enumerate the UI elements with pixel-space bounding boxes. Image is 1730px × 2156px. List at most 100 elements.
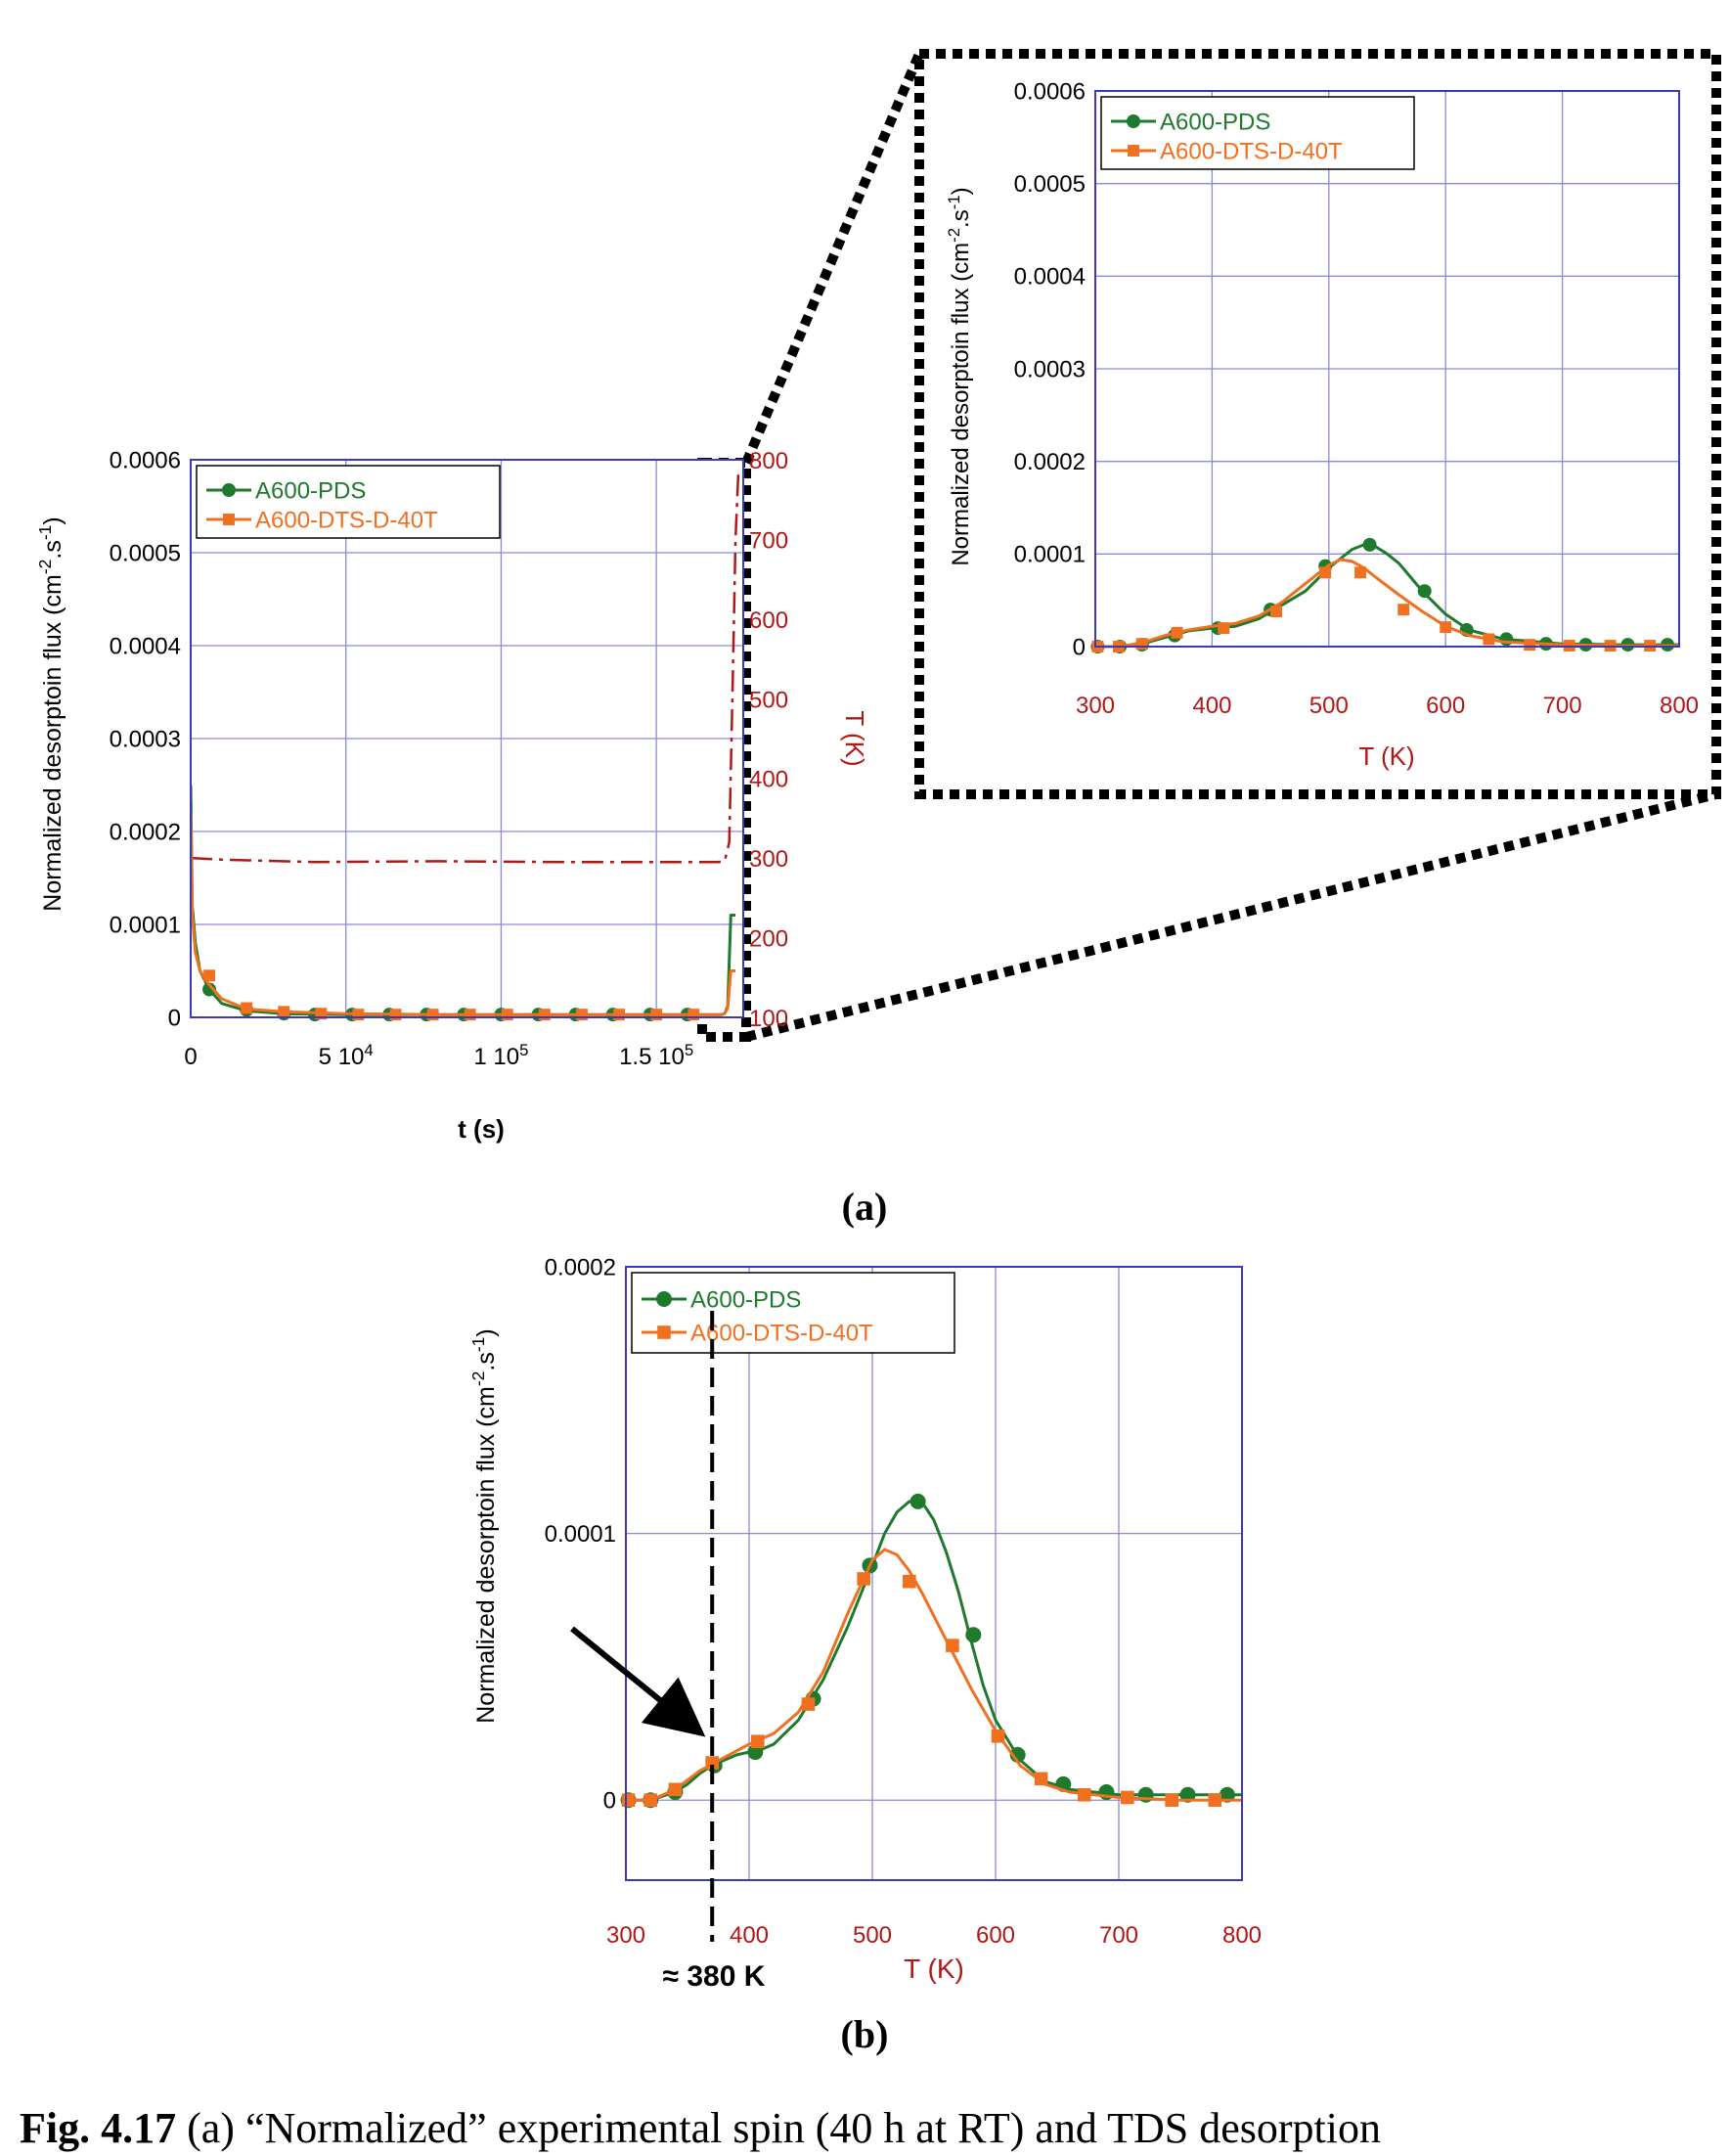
point-A600-DTS-D-40T: [946, 1639, 959, 1652]
point-A600-DTS-D-40T: [1483, 633, 1495, 646]
point-A600-DTS-D-40T: [1397, 604, 1410, 616]
legend-box: [1100, 96, 1415, 170]
y-tick-label: 0.0004: [110, 633, 181, 659]
legend-marker: [656, 1291, 672, 1307]
legend-label: A600-PDS: [1160, 110, 1270, 136]
figure-caption: Fig. 4.17 (a) “Normalized” experimental …: [20, 2103, 1721, 2156]
y-tick-label: 0.0001: [110, 912, 181, 938]
point-A600-DTS-D-40T: [705, 1756, 719, 1770]
chart-a-inset: 0 0.0001 0.0002 0.0003 0.0004 0.0005 0.0006 300…: [945, 78, 1700, 771]
legend-marker: [1128, 145, 1139, 157]
annotation-label: ≈ 380 K: [663, 1960, 766, 1993]
y2-tick-label: 300: [749, 846, 788, 873]
x-tick-label: 5 104: [319, 1041, 374, 1071]
y-tick-label: 0.0006: [110, 447, 181, 473]
point-A600-DTS-D-40T: [613, 1009, 625, 1021]
point-A600-DTS-D-40T: [1524, 639, 1536, 651]
x-tick-label: 500: [1309, 693, 1349, 719]
point-A600-DTS-D-40T: [1270, 606, 1283, 617]
chart-a-main: 0 0.0001 0.0002 0.0003 0.0004 0.0005 0.0006 0 5 …: [35, 447, 869, 1144]
x-tick-label: 1.5 105: [619, 1041, 693, 1071]
point-A600-PDS: [909, 1493, 926, 1509]
y-tick-label: 0.0002: [110, 819, 181, 845]
x-tick-label: 0: [184, 1044, 197, 1070]
x-axis-label: t (s): [458, 1114, 505, 1144]
legend-box: [196, 465, 501, 539]
y-tick-label: 0.0006: [1014, 78, 1086, 105]
point-A600-DTS-D-40T: [751, 1734, 765, 1749]
y-axis-label: Normalized desorptoin flux (cm-2.s-1): [945, 187, 975, 565]
legend-label: A600-DTS-D-40T: [255, 508, 438, 534]
point-A600-DTS-D-40T: [241, 1002, 253, 1014]
point-A600-DTS-D-40T: [1171, 626, 1183, 639]
legend-marker: [222, 483, 236, 497]
point-A600-DTS-D-40T: [857, 1572, 870, 1586]
y2-tick-label: 200: [749, 926, 788, 953]
x-tick-label: 600: [976, 1922, 1015, 1949]
y-axis-label: Normalized desorptoin flux (cm-2.s-1): [468, 1328, 500, 1723]
y-tick-label: 0.0002: [1014, 449, 1086, 475]
point-A600-DTS-D-40T: [688, 1009, 700, 1021]
point-A600-DTS-D-40T: [1440, 621, 1452, 634]
legend-box: [631, 1272, 955, 1354]
zoom-inset-box: [914, 49, 1721, 799]
y-tick-label: 0.0002: [545, 1254, 616, 1280]
y-tick-label: 0.0001: [1014, 542, 1086, 568]
x-tick-label: 300: [1076, 693, 1115, 719]
y2-axis-label: T (K): [840, 710, 869, 766]
plot-frame: [625, 1266, 1243, 1881]
legend-marker: [223, 514, 235, 525]
x-tick-label: 400: [730, 1922, 769, 1949]
legend-label: A600-DTS-D-40T: [690, 1321, 873, 1347]
point-A600-DTS-D-40T: [1319, 566, 1332, 579]
x-tick-label: 500: [853, 1922, 892, 1949]
legend-marker: [657, 1325, 671, 1339]
x-tick-label: 400: [1192, 693, 1231, 719]
point-A600-DTS-D-40T: [668, 1782, 683, 1797]
y-tick-label: 0.0001: [545, 1521, 616, 1548]
x-tick-label: 700: [1099, 1922, 1138, 1949]
point-A600-PDS: [202, 982, 217, 997]
y-tick-label: 0: [168, 1005, 181, 1031]
caption-text: (a) “Normalized” experimental spin (40 h…: [176, 2104, 1381, 2152]
panel-label-b: (b): [841, 2012, 889, 2056]
point-A600-DTS-D-40T: [315, 1008, 328, 1020]
point-A600-DTS-D-40T: [1034, 1772, 1048, 1786]
y-axis-label: Normalized desorptoin flux (cm-2.s-1): [35, 517, 67, 911]
point-A600-DTS-D-40T: [501, 1009, 513, 1021]
x-tick-label: 800: [1222, 1922, 1262, 1949]
y2-tick-label: 400: [749, 767, 788, 793]
legend-label: A600-PDS: [690, 1287, 801, 1314]
x-axis-label: T (K): [904, 1954, 964, 1984]
point-A600-PDS: [747, 1744, 764, 1761]
point-A600-DTS-D-40T: [650, 1009, 663, 1021]
series-line-1: [626, 1548, 1242, 1802]
x-axis-label: T (K): [1358, 741, 1414, 771]
panel-label-a: (a): [842, 1185, 888, 1229]
x-tick-label: 600: [1426, 693, 1465, 719]
point-A600-DTS-D-40T: [1135, 638, 1148, 651]
annotation-arrow: [570, 1626, 706, 1737]
point-A600-DTS-D-40T: [621, 1793, 636, 1808]
point-A600-PDS: [965, 1627, 982, 1643]
point-A600-DTS-D-40T: [352, 1009, 365, 1021]
x-tick-label: 300: [606, 1922, 645, 1949]
y-tick-label: 0.0005: [1014, 171, 1086, 198]
point-A600-DTS-D-40T: [903, 1574, 916, 1589]
y2-tick-label: 800: [749, 448, 788, 474]
point-A600-DTS-D-40T: [991, 1729, 1005, 1743]
point-A600-DTS-D-40T: [801, 1697, 816, 1711]
x-tick-label: 1 105: [473, 1041, 528, 1071]
legend-label: A600-DTS-D-40T: [1160, 139, 1343, 165]
y2-tick-label: 500: [749, 687, 788, 713]
legend-label: A600-PDS: [255, 478, 366, 505]
point-A600-DTS-D-40T: [575, 1009, 588, 1021]
x-tick-label: 800: [1660, 693, 1699, 719]
y2-tick-label: 600: [749, 607, 788, 634]
point-A600-DTS-D-40T: [1121, 1790, 1134, 1805]
y2-tick-label: 100: [749, 1006, 788, 1032]
point-A600-DTS-D-40T: [538, 1009, 551, 1021]
y-tick-label: 0.0003: [110, 726, 181, 752]
